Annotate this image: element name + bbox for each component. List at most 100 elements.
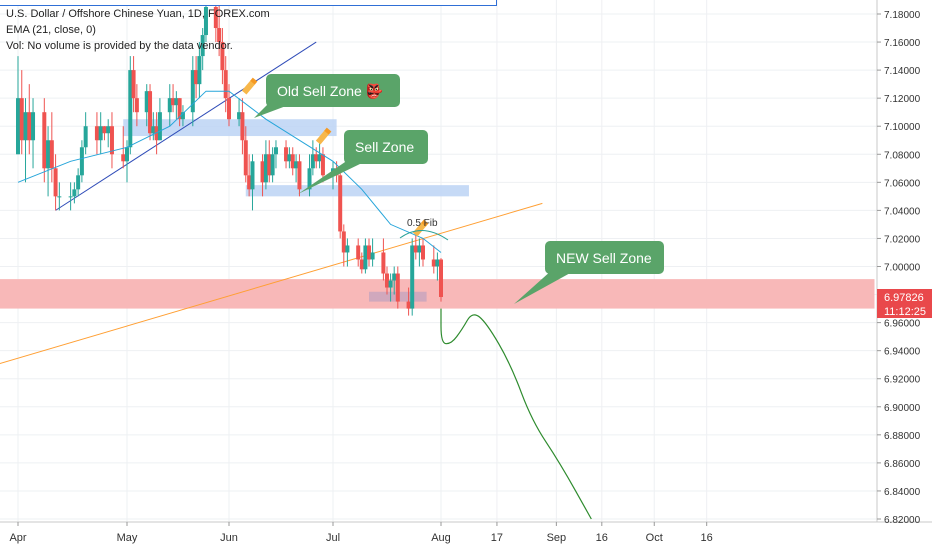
candle	[200, 28, 205, 71]
candle	[270, 147, 275, 183]
trendline-orange	[0, 202, 543, 365]
y-tick-label: 7.06000	[884, 178, 921, 189]
candle	[121, 126, 126, 169]
symbol-title[interactable]: U.S. Dollar / Offshore Chinese Yuan, 1D,…	[6, 8, 270, 20]
candle-body	[356, 245, 361, 260]
candle-body	[213, 6, 218, 29]
fib-arc	[399, 230, 449, 241]
candle-body	[294, 161, 299, 169]
y-tick-label: 6.84000	[884, 487, 921, 498]
candle-body	[23, 112, 28, 141]
candle	[338, 168, 343, 239]
candle-body	[197, 56, 202, 85]
candle-body	[102, 126, 107, 134]
candle-body	[19, 98, 24, 141]
candle	[27, 84, 32, 155]
candle	[385, 266, 389, 295]
candle	[388, 273, 393, 302]
forecast-path	[440, 308, 592, 520]
candle-body	[31, 112, 36, 141]
candle	[370, 238, 375, 267]
candle-body	[42, 112, 47, 169]
callout-old-sell-zone[interactable]: Old Sell Zone 👺	[254, 74, 400, 118]
candle	[290, 147, 295, 176]
volume-note: Vol: No volume is provided by the data v…	[6, 40, 233, 52]
forecast-layer	[440, 308, 592, 520]
candle-body	[314, 154, 319, 162]
candle-body	[290, 154, 295, 169]
candle-body	[284, 147, 289, 162]
candle-body	[180, 112, 185, 120]
candle	[273, 140, 278, 169]
candle-body	[72, 189, 77, 197]
annotation-marker-icon	[315, 127, 332, 145]
candle-body	[57, 196, 62, 198]
candle	[297, 154, 302, 197]
candle	[243, 126, 248, 183]
candle-body	[157, 112, 162, 141]
candle-body	[144, 91, 149, 113]
candle-body	[190, 70, 195, 113]
candle-body	[125, 147, 129, 162]
time-axis[interactable]: Apr May Jun Jul Aug 17 Sep 16 Oct 16	[9, 522, 713, 544]
candle	[131, 56, 136, 113]
candle-body	[83, 126, 88, 148]
candle-body	[200, 35, 205, 57]
x-tick-label: Sep	[547, 532, 567, 544]
x-tick-label: May	[117, 532, 138, 544]
candle-body	[203, 6, 208, 36]
candle-body	[46, 140, 51, 169]
candle	[267, 140, 272, 183]
candle-body	[109, 126, 114, 155]
y-tick-label: 6.94000	[884, 347, 921, 358]
candle-body	[174, 98, 179, 106]
candle-body	[167, 98, 172, 113]
x-tick-label: 17	[491, 532, 503, 544]
candle-body	[237, 112, 242, 120]
y-tick-label: 7.12000	[884, 94, 921, 105]
candle	[223, 56, 228, 113]
candle	[102, 126, 107, 141]
candle-body	[94, 126, 99, 141]
candle-body	[431, 259, 436, 267]
callout-sell-zone[interactable]: Sell Zone	[298, 130, 428, 194]
y-tick-label: 6.82000	[884, 515, 921, 526]
candle	[247, 154, 252, 197]
candle-body	[287, 154, 292, 162]
candle	[410, 238, 415, 316]
candle	[190, 56, 195, 127]
candle	[237, 98, 242, 127]
callout-new-sell-zone-label: NEW Sell Zone	[556, 250, 652, 266]
fib-label: 0.5 Fib	[407, 218, 438, 229]
candle-body	[16, 98, 20, 155]
candle	[287, 147, 292, 169]
x-tick-label: Oct	[646, 532, 663, 544]
x-tick-label: Jul	[326, 532, 340, 544]
candle-body	[263, 154, 268, 183]
candle	[217, 0, 222, 57]
candle	[356, 238, 361, 267]
callout-sell-zone-label: Sell Zone	[355, 139, 414, 155]
x-tick-label: 16	[701, 532, 713, 544]
candle	[421, 238, 425, 267]
trendline-layer	[0, 41, 543, 365]
candle-body	[171, 98, 176, 106]
candle	[19, 70, 24, 155]
y-tick-label: 7.02000	[884, 234, 921, 245]
candle	[392, 266, 397, 295]
candle	[341, 224, 346, 267]
candle	[240, 98, 245, 155]
candle-body	[76, 175, 81, 190]
price-axis[interactable]: 6.82000 6.84000 6.86000 6.88000 6.90000 6.920…	[877, 10, 921, 526]
candle-body	[148, 91, 153, 134]
candle	[220, 28, 225, 85]
candle-body	[121, 154, 126, 162]
candle	[203, 0, 208, 43]
candle	[413, 231, 418, 260]
callout-new-sell-zone[interactable]: NEW Sell Zone	[514, 241, 664, 304]
candle	[197, 42, 202, 99]
candle	[128, 56, 133, 155]
candle	[16, 56, 20, 155]
indicator-label[interactable]: EMA (21, close, 0)	[6, 24, 96, 36]
